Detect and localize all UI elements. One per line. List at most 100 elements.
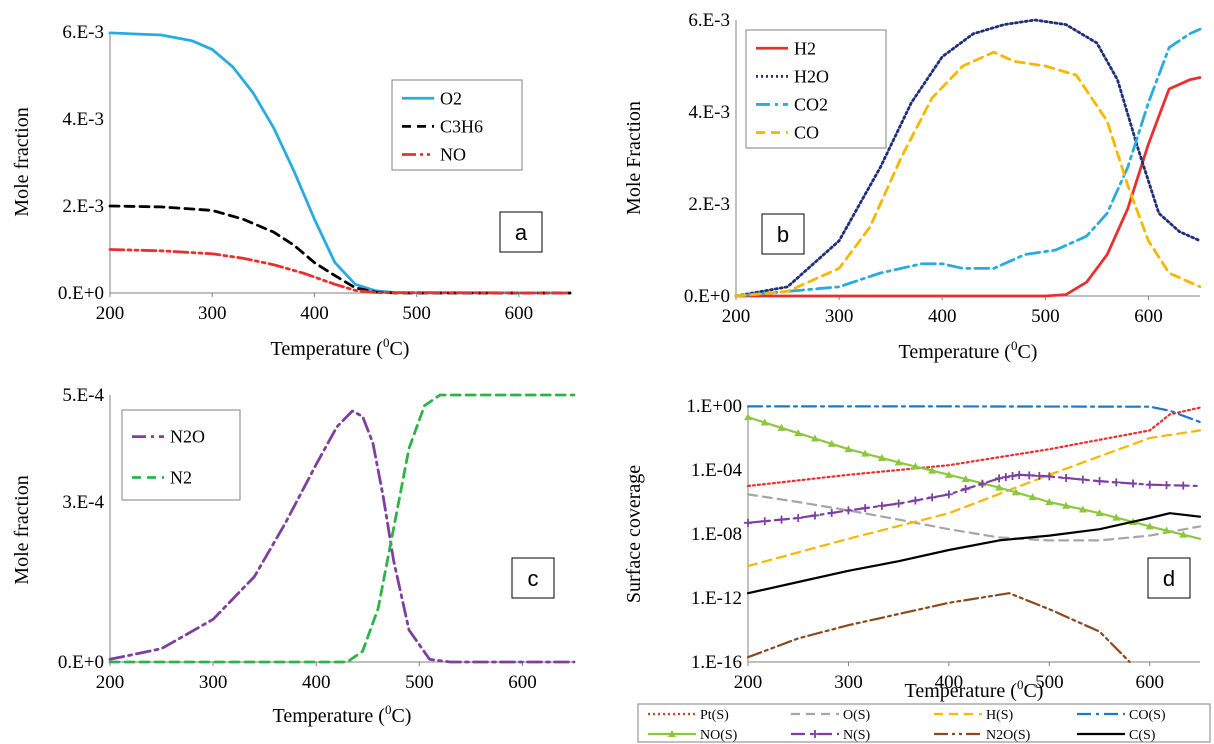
legend-label: H2O (794, 66, 829, 86)
data-point-marker (1011, 488, 1020, 496)
data-point-marker (978, 479, 987, 488)
data-point-marker (1078, 505, 1087, 513)
data-point-marker (961, 485, 970, 494)
legend-box (121, 409, 241, 501)
series-line-n2 (108, 393, 576, 664)
x-tick-label: 300 (825, 306, 854, 327)
series-line-co (734, 50, 1202, 298)
legend-label: NO(S) (700, 728, 738, 743)
x-tick-label: 500 (1035, 672, 1064, 693)
data-point-marker (744, 518, 752, 527)
legend-label: H2 (794, 38, 816, 58)
data-point-marker (1028, 493, 1037, 501)
data-point-marker (911, 462, 920, 470)
legend-box (637, 703, 1211, 743)
x-tick-label: 200 (96, 303, 125, 324)
data-point-marker (1095, 477, 1104, 486)
data-point-marker (1162, 481, 1171, 490)
data-point-marker (777, 515, 786, 524)
legend-label: N(S) (843, 728, 871, 743)
data-point-marker (995, 474, 1004, 483)
data-point-marker (1035, 471, 1044, 480)
data-point-marker (1062, 473, 1071, 482)
x-tick-label: 200 (722, 306, 751, 327)
y-tick-label: 4.E-3 (62, 109, 104, 130)
legend-label: N2O(S) (986, 728, 1031, 743)
panel-label-box (511, 557, 555, 599)
y-tick-label: 1.E+00 (686, 396, 742, 417)
legend-label: CO2 (794, 94, 828, 114)
x-tick-label: 600 (505, 303, 534, 324)
data-point-marker (1045, 498, 1054, 505)
series-line-no (108, 248, 572, 295)
data-point-marker (1078, 475, 1087, 484)
series-line-n2o-s- (746, 592, 1131, 664)
data-point-marker (777, 423, 786, 431)
x-tick-label: 600 (1136, 672, 1165, 693)
x-tick-label: 400 (935, 672, 964, 693)
legend-marker (811, 730, 819, 738)
x-tick-label: 300 (199, 672, 228, 693)
series-line-h-s- (746, 429, 1202, 568)
y-tick-label: 4.E-3 (688, 102, 730, 123)
data-point-marker (827, 508, 836, 517)
data-point-marker (1145, 480, 1154, 489)
x-tick-label: 500 (405, 672, 434, 693)
data-point-marker (1045, 472, 1054, 481)
data-point-marker (760, 517, 769, 526)
data-point-marker (944, 470, 953, 478)
panel-c: 200 300 400 500 600 0.E+0 3.E-4 5.E-4 Mole fract… (11, 385, 576, 727)
x-tick-label: 400 (302, 672, 331, 693)
series-line-c-s- (746, 512, 1202, 595)
panel-label-box (1147, 557, 1191, 599)
panel-label-box (761, 213, 805, 255)
y-axis-label: Mole fraction (11, 475, 33, 584)
x-tick-label: 500 (1031, 306, 1060, 327)
data-point-marker (861, 504, 870, 513)
x-tick-label: 300 (834, 672, 863, 693)
legend-label: C(S) (1129, 728, 1156, 743)
data-point-marker (928, 493, 937, 502)
data-point-marker (877, 453, 886, 461)
y-tick-label: 6.E-3 (62, 22, 104, 43)
y-tick-label: 3.E-4 (62, 492, 104, 513)
y-axis-label: Surface coverage (623, 465, 645, 603)
data-point-marker (794, 429, 803, 437)
data-point-marker (1112, 478, 1121, 487)
series-line-o-s- (746, 493, 1202, 542)
legend-label: NO (440, 145, 466, 165)
x-tick-label: 400 (928, 306, 957, 327)
y-tick-label: 2.E-3 (62, 196, 104, 217)
x-tick-label: 300 (198, 303, 227, 324)
data-point-marker (995, 483, 1004, 491)
legend-label: N2 (170, 468, 192, 488)
y-tick-label: 6.E-3 (688, 10, 730, 31)
panel-a: 200 300 400 500 600 0.E+0 2.E-3 4.E-3 6.E-3 Mole … (11, 22, 572, 360)
x-axis-label: Temperature (0C) (905, 677, 1044, 702)
data-point-marker (1129, 479, 1138, 488)
series-line-co-s- (746, 405, 1202, 424)
data-point-marker (744, 413, 752, 421)
data-point-marker (928, 466, 937, 474)
data-point-marker (1179, 530, 1188, 538)
data-point-marker (944, 490, 953, 499)
x-axis-label: Temperature (0C) (273, 702, 412, 727)
y-tick-label: 0.E+0 (58, 652, 104, 673)
x-tick-label: 600 (508, 672, 537, 693)
legend-label: Pt(S) (700, 708, 729, 723)
panel-label: a (515, 220, 528, 245)
legend-label: C3H6 (440, 116, 483, 136)
y-tick-label: 2.E-3 (688, 194, 730, 215)
legend-label: N2O (170, 427, 205, 447)
legend-label: CO (794, 123, 819, 143)
legend-label: CO(S) (1129, 708, 1166, 723)
data-point-marker (1015, 470, 1024, 479)
data-point-marker (844, 445, 853, 453)
legend-label: O2 (440, 88, 462, 108)
legend-label: O(S) (843, 708, 871, 723)
x-tick-label: 400 (300, 303, 329, 324)
data-point-marker (861, 449, 870, 457)
data-point-marker (894, 458, 903, 466)
series-line-n2o (108, 409, 576, 664)
